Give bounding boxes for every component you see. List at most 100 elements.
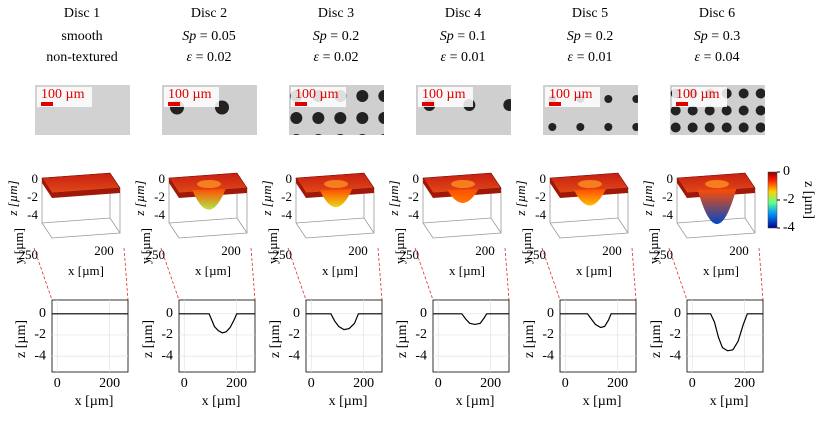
surface-side [423,178,501,198]
z-tick-label: -2 [662,189,673,204]
scale-bar [41,102,53,106]
z-tick-label: -2 [408,189,419,204]
profile-line [560,313,636,329]
parameter-line: Sp = 0.05 [182,29,235,44]
dip-rim [324,180,348,188]
surface-side [550,178,628,198]
x-tick-label: 0 [54,376,61,391]
x-axis-label: x [µm] [329,394,368,409]
dimple [738,88,749,99]
dimple [739,140,749,150]
scale-bar-label: 100 µm [422,87,466,102]
dimple [503,99,511,111]
disc-title: Disc 1 [64,6,100,21]
dip-rim [197,180,221,188]
parameter-line: ε = 0.01 [568,50,613,65]
dimple [548,123,557,131]
x-tick-label: 200 [353,376,374,391]
parameter-line: Sp = 0.3 [694,29,740,44]
z-tick-label: -4 [27,207,38,222]
dimple [334,112,347,124]
dimple [337,134,344,135]
z-tick-label: 0 [540,171,547,186]
x-axis-label: x [µm] [710,394,749,409]
y-axis-label: z [µm] [395,320,410,358]
profile-axes [686,299,764,373]
z-tick-label: -4 [281,207,292,222]
parameter-line: Sp = 0.1 [440,29,486,44]
y-tick-label: -4 [542,348,554,363]
y-axis-label: y [µm] [11,228,26,264]
y-axis-label: y [µm] [519,228,534,264]
connector [33,247,53,301]
dimple [356,90,369,102]
dimple [381,134,384,135]
y-tick-label: 0 [166,306,173,321]
dimple [378,90,384,102]
x-tick-label: 200 [607,376,628,391]
x-axis-label: x [µm] [456,394,495,409]
profile-line [687,313,763,352]
y-axis-label: z [µm] [522,320,537,358]
profile-line [179,313,255,334]
x-tick-label: 0 [435,376,442,391]
x-tick-label: 200 [602,243,622,258]
dimple [356,112,369,124]
z-axis-label: z [µm] [132,180,147,216]
disc-title: Disc 2 [191,6,227,21]
y-tick-label: -4 [288,348,300,363]
dip-rim [705,180,729,188]
connector [160,247,180,301]
dimple [632,95,638,103]
profile-line [433,313,509,326]
z-tick-label: -4 [662,207,673,222]
y-tick-label: 250 [527,247,547,262]
x-tick-label: 0 [562,376,569,391]
scale-bar [168,102,180,106]
z-tick-label: 0 [667,171,674,186]
x-axis-label: x [µm] [322,263,358,278]
dimple [293,134,300,135]
profile-axes [432,299,510,373]
dimple [671,140,681,150]
dimple [632,123,638,131]
dimple [687,105,698,116]
y-tick-label: 250 [146,247,166,262]
y-axis-label: y [µm] [265,228,280,264]
profile-axes [178,299,256,373]
y-tick-label: -4 [161,348,173,363]
x-axis-label: x [µm] [195,263,231,278]
dimple [359,134,366,135]
scale-bar-label: 100 µm [295,87,339,102]
y-tick-label: 250 [273,247,293,262]
y-tick-label: -4 [415,348,427,363]
z-tick-label: -4 [154,207,165,222]
surface-dip [192,189,226,210]
surface-dip [319,189,353,208]
y-tick-label: -4 [669,348,681,363]
dimple [755,88,765,99]
y-axis-label: z [µm] [14,320,29,358]
disc-title: Disc 3 [318,6,354,21]
disc-title: Disc 4 [445,6,481,21]
y-tick-label: -2 [288,327,300,342]
dimple [576,123,585,131]
disc-title: Disc 6 [699,6,735,21]
z-tick-label: 0 [286,171,293,186]
z-axis-label: z [µm] [386,180,401,216]
y-axis-label: z [µm] [268,320,283,358]
surface-side [42,178,120,198]
x-tick-label: 0 [689,376,696,391]
y-tick-label: -2 [34,327,46,342]
colorbar-label: z [µm] [801,181,816,219]
parameter-line: Sp = 0.2 [567,29,613,44]
profile-line [306,313,382,331]
dimple [687,122,698,133]
parameter-line: ε = 0.01 [441,50,486,65]
x-tick-label: 200 [729,243,749,258]
dimple [670,105,681,116]
scale-bar-label: 100 µm [168,87,212,102]
parameter-line: ε = 0.02 [187,50,232,65]
z-tick-label: 0 [413,171,420,186]
connector [414,247,434,301]
